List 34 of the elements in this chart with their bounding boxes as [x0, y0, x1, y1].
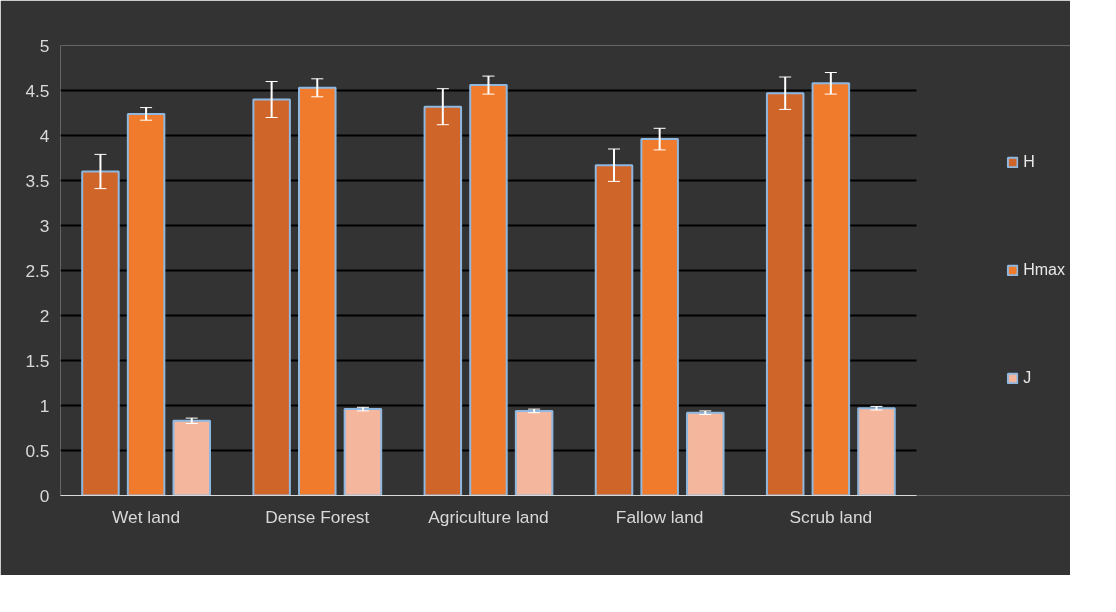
- bar: [298, 86, 337, 496]
- y-tick-label: 3: [39, 215, 50, 236]
- y-tick-label: 1.5: [25, 350, 50, 371]
- bar: [81, 170, 120, 496]
- bar: [514, 409, 554, 496]
- bar: [252, 98, 291, 496]
- x-tick-label: Wet land: [112, 506, 181, 527]
- x-tick-label: Scrub land: [789, 506, 873, 527]
- y-tick-label: 3.5: [25, 170, 50, 191]
- y-tick-label: 1: [39, 395, 50, 416]
- bar: [126, 112, 166, 496]
- x-tick-label: Agriculture land: [428, 506, 549, 527]
- y-tick-label: 4.5: [25, 80, 50, 101]
- y-tick-label: 2.5: [25, 260, 50, 281]
- legend-label: H: [1023, 153, 1036, 171]
- y-tick-label: 4: [39, 125, 50, 146]
- y-tick-label: 2: [39, 305, 50, 326]
- bar: [343, 408, 383, 496]
- legend-label: J: [1023, 369, 1033, 387]
- bar: [594, 164, 634, 496]
- bar: [423, 105, 463, 496]
- bar: [172, 419, 211, 496]
- legend-label: Hmax: [1023, 261, 1065, 279]
- y-tick-label: 0.5: [25, 440, 50, 461]
- bar: [640, 138, 679, 496]
- x-tick-label: Fallow land: [615, 506, 704, 527]
- bar: [811, 82, 851, 496]
- bar: [686, 411, 725, 496]
- x-tick-label: Dense Forest: [265, 506, 370, 527]
- y-tick-label: 5: [39, 35, 50, 56]
- y-tick-label: 0: [39, 485, 50, 506]
- bar: [857, 407, 896, 496]
- bar: [469, 84, 508, 496]
- bar: [765, 92, 805, 496]
